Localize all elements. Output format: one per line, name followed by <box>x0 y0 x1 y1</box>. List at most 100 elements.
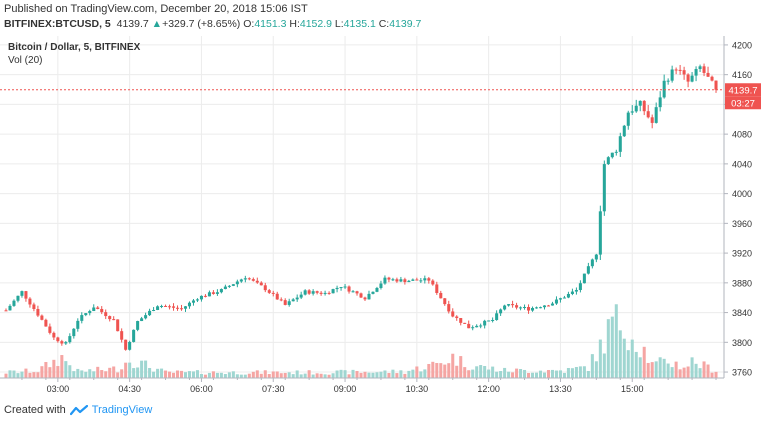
volume-bar <box>259 373 263 378</box>
candle-body <box>343 286 347 288</box>
candle-body <box>295 297 299 300</box>
volume-bar <box>674 361 678 378</box>
volume-bar <box>515 368 519 378</box>
last-price-label: 4139.7 <box>728 85 757 96</box>
volume-bar <box>128 362 132 378</box>
candle-body <box>96 307 100 309</box>
volume-bar <box>251 371 255 378</box>
volume-bar <box>8 370 12 378</box>
y-tick-label: 4000 <box>732 189 752 199</box>
volume-bar <box>271 371 275 378</box>
volume-bar <box>152 371 156 378</box>
candle-body <box>578 283 582 290</box>
candle-body <box>275 293 279 300</box>
candle-body <box>542 305 547 308</box>
volume-bar <box>72 371 76 378</box>
candle-body <box>662 80 666 98</box>
candle-body <box>395 279 399 282</box>
volume-bar <box>415 366 419 378</box>
candle-body <box>383 277 387 284</box>
volume-bar <box>40 366 44 378</box>
volume-bar <box>76 368 80 378</box>
volume-bar <box>570 368 574 378</box>
candle-body <box>28 298 32 305</box>
candle-body <box>80 315 84 321</box>
candle-body <box>251 279 255 281</box>
candle-body <box>144 315 148 319</box>
candle-body <box>20 291 24 296</box>
volume-bar <box>223 374 227 378</box>
volume-bar <box>535 372 539 378</box>
candle-body <box>431 280 435 285</box>
x-tick-label: 07:30 <box>262 384 285 394</box>
candle-body <box>646 111 650 118</box>
volume-bar <box>698 368 702 378</box>
volume-bar <box>339 369 343 378</box>
candle-body <box>570 291 574 294</box>
candle-body <box>223 286 227 290</box>
volume-bar <box>156 368 160 378</box>
chart-title: Bitcoin / Dollar, 5, BITFINEX <box>8 42 141 53</box>
volume-bar <box>323 374 327 378</box>
candle-body <box>515 305 519 308</box>
candle-body <box>682 70 686 75</box>
volume-bar <box>495 371 499 378</box>
candle-body <box>574 289 578 292</box>
volume-bar <box>550 369 554 378</box>
volume-bar <box>132 368 136 378</box>
candle-body <box>399 279 403 282</box>
candle-body <box>140 318 144 322</box>
candle-body <box>507 304 511 306</box>
candle-body <box>602 164 606 212</box>
time-axis[interactable]: 03:00 04:30 06:00 07:30 09:00 10:30 12:00 13:30… <box>21 378 717 394</box>
volume-bar <box>291 374 295 378</box>
volume-bar <box>351 369 355 378</box>
candle-body <box>375 287 379 292</box>
candle-body <box>52 332 56 338</box>
created-with-label: Created with <box>4 404 66 416</box>
candle-body <box>211 292 215 294</box>
volume-bar <box>503 367 507 378</box>
candle-body <box>622 125 626 137</box>
volume-bar <box>403 373 407 378</box>
volume-bar <box>519 369 523 378</box>
volume-bar <box>447 363 451 378</box>
candle-body <box>72 328 76 337</box>
volume-bar <box>255 370 259 378</box>
volume-bar <box>531 372 535 378</box>
tradingview-logo-icon <box>69 404 88 415</box>
candle-body <box>702 66 706 73</box>
candle-body <box>459 318 463 323</box>
y-tick-label: 4160 <box>732 70 752 80</box>
candle-body <box>638 100 642 106</box>
volume-bar <box>211 371 215 378</box>
candle-body <box>479 325 483 327</box>
candle-body <box>56 337 60 342</box>
volume-bar <box>108 367 112 378</box>
candle-body <box>112 319 116 321</box>
volume-bar <box>706 364 710 378</box>
volume-bar <box>347 374 351 378</box>
volume-bar <box>187 371 191 378</box>
candle-body <box>271 292 275 294</box>
volume-bar <box>598 339 602 378</box>
volume-bar <box>642 346 646 378</box>
candle-body <box>463 322 467 324</box>
volume-bar <box>179 370 184 378</box>
volume-bar <box>423 369 427 378</box>
volume-bar <box>630 339 634 378</box>
volume-bar <box>554 370 558 378</box>
candle-body <box>511 304 515 306</box>
volume-bar <box>92 371 96 378</box>
candle-body <box>120 331 124 340</box>
volume-bar <box>112 366 116 378</box>
volume-bar <box>479 365 483 378</box>
volume-bar <box>219 372 223 378</box>
candle-body <box>335 287 339 290</box>
candle-body <box>714 80 718 90</box>
volume-bar <box>407 370 411 378</box>
tradingview-brand[interactable]: TradingView <box>91 404 153 416</box>
candle-body <box>495 313 499 320</box>
volume-indicator-label[interactable]: Vol (20) <box>8 55 42 66</box>
